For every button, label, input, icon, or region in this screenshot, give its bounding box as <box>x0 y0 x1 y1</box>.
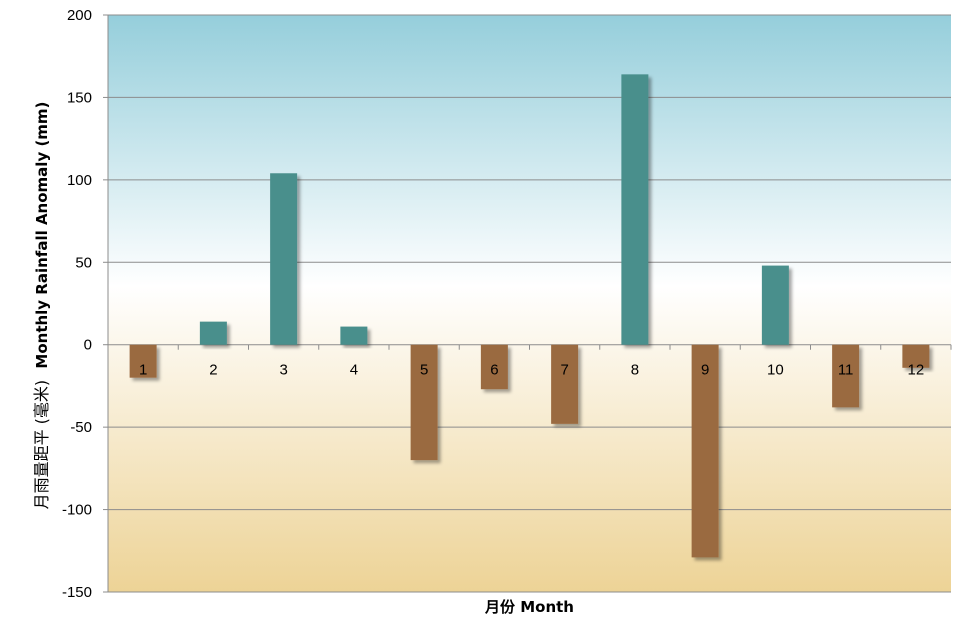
bar-month-3 <box>270 173 298 345</box>
x-tick-label: 1 <box>139 362 147 379</box>
plot-area <box>108 15 951 592</box>
x-axis-title: 月份 Month <box>484 598 574 616</box>
y-tick-label: 200 <box>67 7 92 24</box>
y-axis-title-en: Monthly Rainfall Anomaly (mm) <box>33 102 51 369</box>
bar-month-12 <box>902 344 930 368</box>
y-tick-label: 150 <box>67 89 92 106</box>
y-axis-title: 月雨量距平 (毫米) Monthly Rainfall Anomaly (mm) <box>32 102 51 510</box>
x-tick-label: 2 <box>209 362 217 379</box>
bars <box>129 74 930 558</box>
x-tick-label: 11 <box>838 362 854 379</box>
x-tick-label: 6 <box>490 362 498 379</box>
x-tick-label: 7 <box>560 362 568 379</box>
bar-month-9 <box>691 344 719 558</box>
x-tick-label: 10 <box>767 362 784 379</box>
gridlines <box>103 14 952 593</box>
y-tick-label: -150 <box>62 584 92 601</box>
x-tick-label: 12 <box>908 362 925 379</box>
bar-month-1 <box>129 344 157 378</box>
bar-month-2 <box>199 321 227 345</box>
y-tick-label: 0 <box>84 337 92 354</box>
x-axis-ticks: 1 2 3 4 5 6 7 8 9 10 11 12 <box>139 362 924 379</box>
y-tick-label: 50 <box>75 254 92 271</box>
bar-month-6 <box>480 344 508 390</box>
x-tick-label: 5 <box>420 362 428 379</box>
x-tick-label: 9 <box>701 362 709 379</box>
bar-month-5 <box>410 344 438 461</box>
y-tick-label: -100 <box>62 502 92 519</box>
bar-month-7 <box>551 344 579 424</box>
bar-month-10 <box>761 265 789 345</box>
y-axis-title-zh: 月雨量距平 (毫米) <box>32 380 51 510</box>
x-tick-label: 3 <box>279 362 287 379</box>
y-tick-label: -50 <box>70 419 92 436</box>
x-tick-label: 8 <box>631 362 639 379</box>
x-tick-label: 4 <box>350 362 358 379</box>
bar-month-11 <box>832 344 860 408</box>
bar-month-8 <box>621 74 649 345</box>
bar-month-4 <box>340 326 368 345</box>
y-tick-label: 100 <box>67 172 92 189</box>
y-axis-ticks: -150 -100 -50 0 50 100 150 200 <box>62 7 92 601</box>
